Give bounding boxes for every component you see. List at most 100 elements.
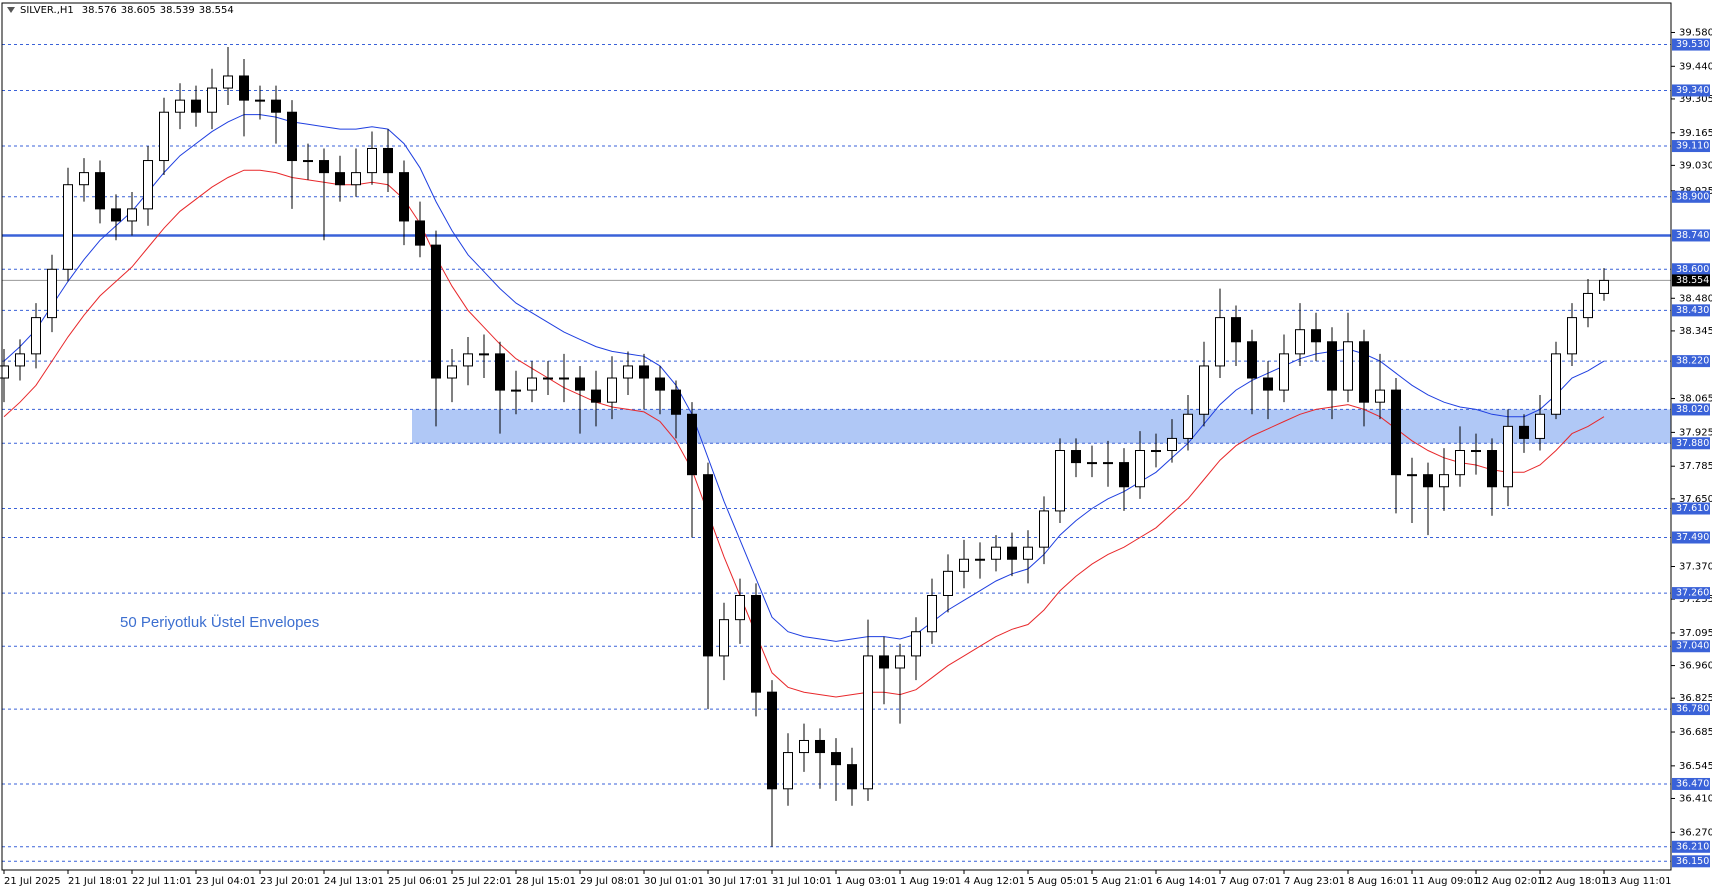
candle-body — [0, 365, 9, 379]
candle-body — [655, 377, 665, 391]
x-tick-label: 8 Aug 16:01 — [1348, 876, 1409, 887]
ohlc-close: 38.554 — [199, 5, 234, 16]
y-tick-label: 39.030 — [1679, 160, 1712, 171]
candle-body — [271, 99, 281, 113]
candle-body — [1599, 279, 1609, 294]
candle-body — [1359, 341, 1369, 403]
x-tick-label: 30 Jul 17:01 — [708, 876, 768, 887]
level-label: 39.530 — [1676, 39, 1709, 50]
candle-body — [1023, 546, 1033, 560]
candle-body — [527, 377, 537, 391]
level-label: 38.900 — [1676, 191, 1709, 202]
header-icon — [7, 7, 15, 13]
candle-body — [1503, 425, 1513, 488]
candle-body — [1583, 292, 1593, 319]
level-label: 38.020 — [1676, 404, 1709, 415]
candle-body — [431, 244, 441, 379]
candle-body — [911, 631, 921, 657]
candle-body — [223, 75, 233, 89]
x-tick-label: 25 Jul 06:01 — [388, 876, 448, 887]
candle-body — [63, 184, 73, 270]
level-label-box — [1672, 855, 1710, 868]
x-tick-label: 1 Aug 19:01 — [900, 876, 961, 887]
price-label-box — [1672, 274, 1710, 287]
x-tick-label: 23 Jul 04:01 — [196, 876, 256, 887]
candle-body — [47, 268, 57, 319]
candle-body — [847, 764, 857, 790]
candle-body — [191, 99, 201, 113]
candle-body — [463, 353, 473, 367]
symbol: SILVER.,H1 — [20, 5, 74, 16]
support-zone — [412, 409, 1671, 444]
x-tick-label: 25 Jul 22:01 — [452, 876, 512, 887]
y-tick-label: 38.480 — [1679, 293, 1712, 304]
level-label: 36.780 — [1676, 704, 1709, 715]
candle-body — [751, 594, 761, 693]
candle-body — [351, 172, 361, 186]
x-tick-label: 6 Aug 14:01 — [1156, 876, 1217, 887]
x-tick-label: 23 Jul 20:01 — [260, 876, 320, 887]
level-label: 38.220 — [1676, 356, 1709, 367]
candle-body — [207, 87, 217, 113]
candle-body — [1087, 462, 1097, 465]
candle-body — [367, 147, 377, 174]
level-label: 38.430 — [1676, 305, 1709, 316]
y-tick-label: 37.370 — [1679, 562, 1712, 573]
candle-body — [1007, 546, 1017, 560]
level-label-box — [1672, 38, 1710, 51]
y-tick-label: 39.440 — [1679, 61, 1712, 72]
x-tick-label: 28 Jul 15:01 — [516, 876, 576, 887]
candle-body — [1103, 462, 1113, 465]
candle-body — [735, 594, 745, 621]
y-tick-label: 36.410 — [1679, 793, 1712, 804]
candle-body — [543, 377, 553, 380]
y-tick-label: 39.305 — [1679, 94, 1712, 105]
envelope-line — [3, 114, 1605, 642]
level-label: 37.610 — [1676, 503, 1709, 514]
candle-body — [1247, 341, 1257, 379]
candle-body — [1551, 353, 1561, 415]
candle-body — [1439, 474, 1449, 488]
level-label: 37.260 — [1676, 588, 1709, 599]
candle-body — [783, 752, 793, 790]
candle-body — [863, 655, 873, 790]
level-label-box — [1672, 403, 1710, 416]
y-tick-label: 37.095 — [1679, 628, 1712, 639]
level-label-box — [1672, 640, 1710, 653]
candle-body — [831, 752, 841, 766]
y-tick-label: 36.545 — [1679, 761, 1712, 772]
x-tick-label: 7 Aug 07:01 — [1220, 876, 1281, 887]
level-label: 38.600 — [1676, 264, 1709, 275]
level-label: 36.470 — [1676, 778, 1709, 789]
level-label-box — [1672, 531, 1710, 544]
candle-body — [1199, 365, 1209, 415]
x-tick-label: 11 Aug 09:01 — [1412, 876, 1479, 887]
candle-body — [479, 353, 489, 356]
ohlc-high: 38.605 — [121, 5, 156, 16]
level-label-box — [1672, 140, 1710, 153]
level-label-box — [1672, 703, 1710, 716]
candle-body — [1311, 329, 1321, 343]
candle-body — [815, 739, 825, 754]
candle-body — [1071, 450, 1081, 464]
candle-body — [399, 172, 409, 222]
level-label-box — [1672, 437, 1710, 450]
candle-body — [1263, 377, 1273, 391]
y-tick-label: 36.270 — [1679, 827, 1712, 838]
x-tick-label: 21 Jul 2025 — [4, 876, 61, 887]
candle-body — [991, 546, 1001, 560]
candle-body — [1295, 329, 1305, 355]
candle-body — [975, 558, 985, 561]
candle-body — [319, 160, 329, 174]
candle-body — [303, 160, 313, 163]
candle-body — [671, 389, 681, 415]
candle-body — [559, 377, 569, 380]
chart-header: SILVER.,H1 38.576 38.605 38.539 38.554 — [20, 5, 234, 16]
candle-body — [95, 172, 105, 210]
candle-body — [703, 474, 713, 657]
candle-body — [175, 99, 185, 113]
candle-body — [895, 655, 905, 669]
y-tick-label: 36.825 — [1679, 693, 1712, 704]
candle-body — [383, 147, 393, 174]
